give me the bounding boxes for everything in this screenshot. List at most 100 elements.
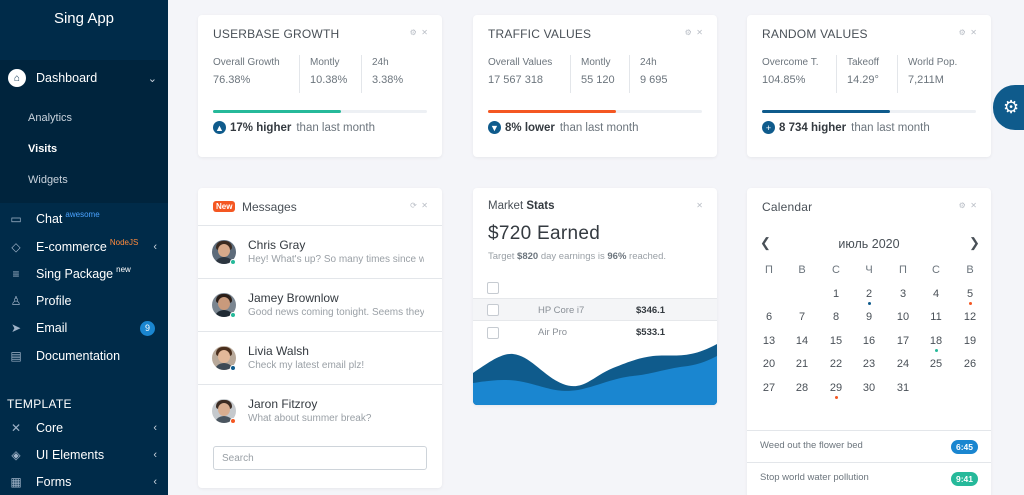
table-header-row	[473, 277, 717, 300]
settings-icon[interactable]: ⚙	[409, 28, 417, 37]
settings-icon[interactable]: ⚙	[684, 28, 692, 37]
sidebar-item-label: E-commerce	[36, 240, 107, 254]
sidebar-item-email[interactable]: ➤ Email 9	[0, 315, 168, 341]
stat-takeoff: Takeoff 14.29°	[847, 57, 879, 86]
calendar-event[interactable]: Stop world water pollution 9:41	[747, 462, 991, 494]
email-count-badge: 9	[140, 320, 155, 336]
settings-icon[interactable]: ⚙	[958, 201, 966, 210]
next-month-button[interactable]: ❯	[969, 235, 980, 250]
close-icon[interactable]: ✕	[970, 28, 977, 37]
event-indicator-dot	[934, 348, 938, 352]
product-price: $533.1	[636, 327, 666, 338]
calendar-day[interactable]: 9	[865, 311, 873, 323]
sidebar-item-chat[interactable]: ▭ Chat awesome	[0, 206, 168, 232]
status-dot	[230, 418, 236, 424]
sidebar-item-profile[interactable]: ♙ Profile	[0, 288, 168, 314]
prev-month-button[interactable]: ❮	[760, 235, 771, 250]
calendar-day[interactable]: 29	[829, 381, 843, 394]
sidebar-item-sing-package[interactable]: ≡ Sing Package new	[0, 261, 168, 287]
close-icon[interactable]: ✕	[696, 201, 703, 210]
document-icon: ▤	[10, 349, 22, 363]
title-bold: Stats	[526, 200, 555, 212]
row-checkbox[interactable]	[487, 304, 499, 316]
sidebar-item-ecommerce[interactable]: ◇ E-commerce NodeJS ‹	[0, 234, 168, 260]
sidebar-item-dashboard[interactable]: ⌂ Dashboard ⌄	[0, 65, 168, 91]
trend: ▲ 17% higher than last month	[213, 121, 375, 134]
message-search-input[interactable]	[213, 446, 427, 470]
stat-label: 24h	[372, 57, 389, 68]
message-item[interactable]: Livia Walsh Check my latest email plz!	[198, 331, 442, 384]
progress-fill	[488, 110, 617, 113]
calendar-day[interactable]: 16	[862, 334, 876, 347]
weekday-label: Ч	[865, 264, 873, 276]
diamond-icon: ◇	[11, 240, 21, 254]
row-checkbox[interactable]	[487, 327, 499, 339]
event-time: 6:45	[950, 440, 978, 454]
calendar-day[interactable]: 21	[795, 358, 809, 370]
calendar-day[interactable]: 3	[899, 287, 907, 300]
calendar-day[interactable]: 5	[966, 287, 974, 300]
calendar-day[interactable]: 19	[963, 334, 977, 347]
stat-value: 7,211M	[908, 74, 944, 86]
calendar-day[interactable]: 11	[930, 311, 942, 323]
calendar-day[interactable]: 18	[929, 334, 943, 347]
message-item[interactable]: Jaron Fitzroy What about summer break?	[198, 384, 442, 437]
calendar-day[interactable]: 1	[832, 287, 840, 300]
calendar-day[interactable]: 6	[765, 311, 773, 323]
weekday-label: В	[966, 264, 974, 276]
paper-plane-icon: ➤	[10, 321, 22, 335]
calendar-day[interactable]: 4	[932, 287, 940, 300]
product-price: $346.1	[636, 305, 666, 316]
sidebar-subitem-visits[interactable]: Visits	[28, 143, 58, 155]
calendar-day[interactable]: 14	[795, 334, 809, 347]
calendar-event[interactable]: Weed out the flower bed 6:45	[747, 430, 991, 462]
calendar-day[interactable]: 2	[865, 287, 873, 300]
tools-icon: ✕	[10, 421, 22, 435]
divider	[836, 55, 837, 93]
calendar-day[interactable]: 23	[862, 358, 876, 370]
message-item[interactable]: Jamey Brownlow Good news coming tonight.…	[198, 278, 442, 331]
message-sender: Livia Walsh	[248, 344, 309, 358]
stat-label: Takeoff	[847, 57, 880, 68]
close-icon[interactable]: ✕	[421, 28, 428, 37]
message-item[interactable]: Chris Gray Hey! What's up? So many times…	[198, 225, 442, 278]
calendar-day[interactable]: 22	[829, 358, 843, 370]
close-icon[interactable]: ✕	[970, 201, 977, 210]
message-preview: Check my latest email plz!	[248, 360, 365, 371]
calendar-day[interactable]: 26	[963, 358, 977, 370]
sidebar-subitem-widgets[interactable]: Widgets	[28, 174, 68, 186]
sidebar-item-documentation[interactable]: ▤ Documentation	[0, 343, 168, 369]
calendar-day[interactable]: 7	[798, 311, 806, 323]
trend-text: than last month	[559, 121, 639, 134]
app-logo[interactable]: Sing App	[53, 10, 115, 27]
settings-icon[interactable]: ⚙	[958, 28, 966, 37]
sidebar-item-ui-elements[interactable]: ◈ UI Elements ‹	[0, 442, 168, 468]
calendar-day[interactable]: 12	[963, 311, 977, 323]
calendar-day[interactable]: 8	[832, 311, 840, 323]
traffic-values-widget: TRAFFIC VALUES ⚙ ✕ Overall Values 17 567…	[473, 15, 717, 157]
calendar-day[interactable]: 10	[896, 311, 910, 323]
calendar-day[interactable]: 15	[829, 334, 843, 347]
stat-value: 14.29°	[847, 74, 879, 86]
chevron-left-icon: ‹	[153, 449, 157, 461]
close-icon[interactable]: ✕	[421, 201, 428, 210]
calendar-day[interactable]: 24	[896, 358, 910, 370]
calendar-day[interactable]: 13	[762, 334, 776, 347]
calendar-day[interactable]: 17	[896, 334, 910, 347]
calendar-day[interactable]: 31	[896, 381, 910, 394]
message-sender: Jamey Brownlow	[248, 291, 339, 305]
calendar-day[interactable]: 20	[762, 358, 776, 370]
sidebar-item-core[interactable]: ✕ Core ‹	[0, 415, 168, 441]
stat-value: 10.38%	[310, 74, 348, 86]
select-all-checkbox[interactable]	[487, 282, 499, 294]
refresh-icon[interactable]: ⟳	[410, 201, 417, 210]
theme-settings-button[interactable]: ⚙	[993, 85, 1024, 130]
calendar-day[interactable]: 30	[862, 381, 876, 394]
stat-overall-growth: Overall Growth 76.38%	[213, 57, 280, 86]
calendar-day[interactable]: 28	[795, 381, 809, 394]
calendar-day[interactable]: 25	[929, 358, 943, 370]
sidebar-subitem-analytics[interactable]: Analytics	[28, 112, 73, 124]
sidebar-item-forms[interactable]: ▦ Forms ‹	[0, 469, 168, 495]
close-icon[interactable]: ✕	[696, 28, 703, 37]
calendar-day[interactable]: 27	[762, 381, 776, 394]
